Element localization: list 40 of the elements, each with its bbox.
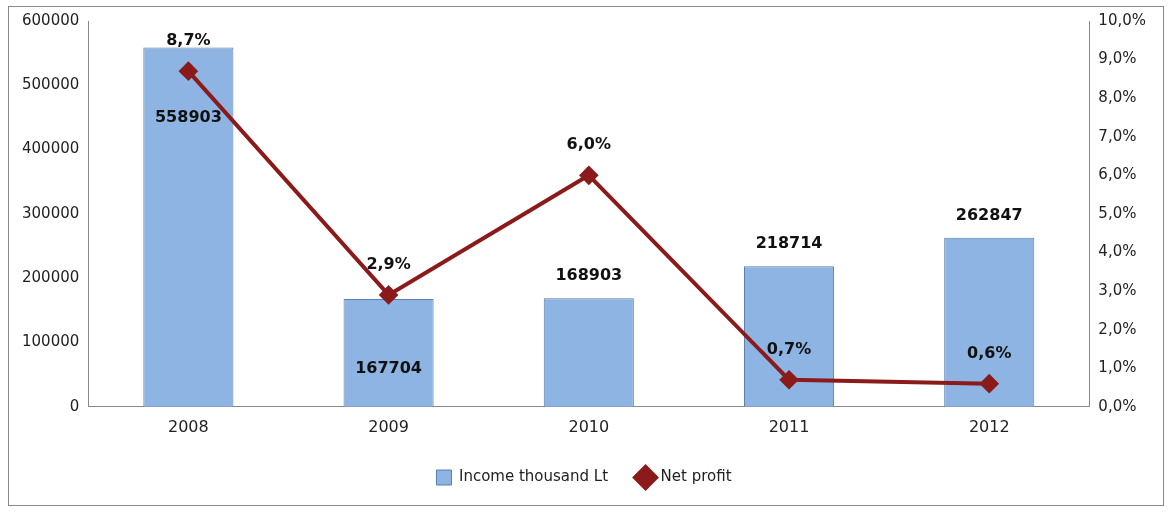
y2-tick-label: 10,0% [1098,10,1146,29]
x-tick-label: 2008 [168,416,209,436]
point [780,370,799,389]
y2-tick-label: 3,0% [1098,280,1137,299]
y2-tick-label: 9,0% [1098,49,1137,68]
point [980,374,999,393]
data-label: 8,7% [166,30,211,50]
y2-tick-label: 7,0% [1098,126,1137,145]
data-label: 0,6% [967,342,1012,362]
y2-tick-label: 0,0% [1098,396,1137,415]
data-label: 168903 [555,265,623,285]
data-label: 262847 [955,204,1023,224]
y2-tick-label: 5,0% [1098,203,1137,222]
data-label: 2,9% [366,254,411,274]
y-tick-label: 100000 [22,332,80,351]
y2-tick-label: 1,0% [1098,358,1137,377]
x-tick-label: 2011 [768,416,810,436]
y-tick-label: 300000 [22,203,80,222]
legend-label: Income thousand Lt [458,467,609,486]
x-tick-label: 2009 [368,416,409,436]
y-tick-label: 0 [69,396,80,415]
point [179,62,198,81]
y2-tick-label: 4,0% [1098,242,1137,261]
point [579,166,598,185]
x-tick-label: 2010 [568,416,610,436]
y-tick-label: 200000 [22,268,80,287]
point [379,285,398,304]
legend-label: Net profit [660,467,732,486]
data-label: 6,0% [566,134,611,154]
data-label: 0,7% [766,338,812,358]
y2-tick-label: 2,0% [1098,319,1137,338]
y2-tick-label: 6,0% [1098,165,1137,184]
y-tick-label: 600000 [22,10,80,29]
y2-tick-label: 8,0% [1098,88,1137,107]
y-tick-label: 500000 [22,75,80,94]
y-tick-label: 400000 [22,139,80,158]
data-label: 558903 [154,106,222,126]
x-tick-label: 2012 [968,416,1010,436]
data-label: 167704 [355,358,422,378]
data-label: 218714 [755,233,823,253]
